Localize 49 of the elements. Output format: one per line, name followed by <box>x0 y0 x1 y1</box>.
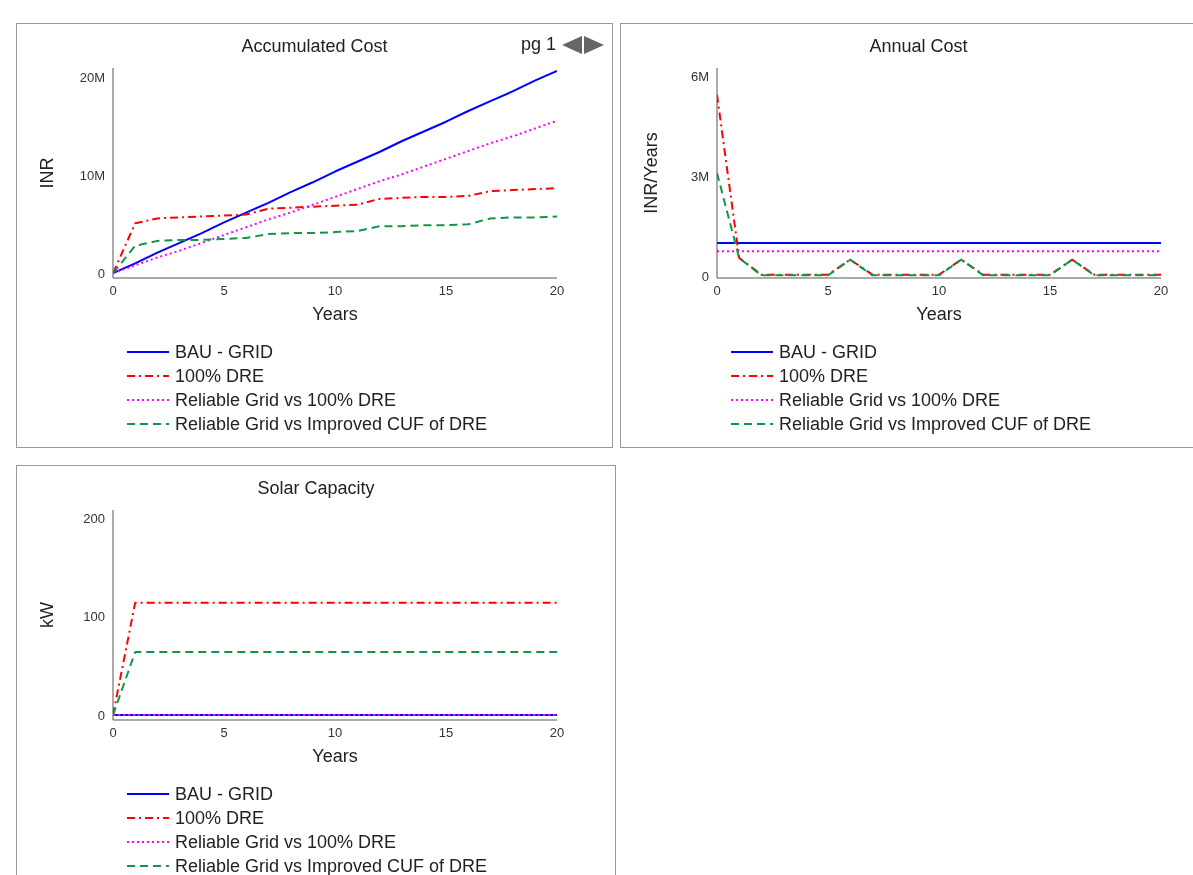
x-tick-label: 0 <box>109 283 117 299</box>
x-tick-label: 20 <box>549 283 565 299</box>
y-axis-title: INR/Years <box>641 132 662 214</box>
x-tick-label: 20 <box>1153 283 1169 299</box>
chart-title: Annual Cost <box>868 36 969 57</box>
x-tick-label: 5 <box>220 283 228 299</box>
y-tick-label: 20M <box>79 70 105 86</box>
x-tick-label: 15 <box>438 283 454 299</box>
y-tick-label: 0 <box>97 265 105 281</box>
x-tick-label: 20 <box>549 725 565 741</box>
legend-label: BAU - GRID <box>779 341 878 363</box>
line-series <box>113 215 557 275</box>
legend-label: Reliable Grid vs 100% DRE <box>175 831 397 853</box>
text: pg 1 <box>520 34 556 55</box>
x-tick-label: 15 <box>438 725 454 741</box>
chart-title: Solar Capacity <box>256 478 376 499</box>
x-tick-label: 10 <box>931 283 947 299</box>
x-axis-title: Years <box>312 746 358 766</box>
x-tick-label: 5 <box>220 725 228 741</box>
y-tick-label: 0 <box>701 268 709 284</box>
legend-label: 100% DRE <box>779 365 869 387</box>
x-tick-label: 15 <box>1042 283 1058 299</box>
x-tick-label: 10 <box>327 283 343 299</box>
x-tick-label: 10 <box>327 725 343 741</box>
x-tick-label: 5 <box>824 283 832 299</box>
y-tick-label: 0 <box>97 707 105 723</box>
x-axis-title: Years <box>916 304 962 324</box>
legend-label: BAU - GRID <box>175 341 274 363</box>
line-series <box>113 119 557 275</box>
x-tick-label: 0 <box>713 283 721 299</box>
legend-label: Reliable Grid vs 100% DRE <box>779 389 1001 411</box>
y-axis-title: INR <box>37 157 58 189</box>
legend-label: Reliable Grid vs Improved CUF of DRE <box>175 855 488 875</box>
y-tick-label: 3M <box>690 168 709 184</box>
legend-label: 100% DRE <box>175 365 265 387</box>
x-axis-title: Years <box>312 304 358 324</box>
y-axis-title: kW <box>37 602 58 628</box>
y-tick-label: 10M <box>79 168 105 184</box>
legend-label: Reliable Grid vs Improved CUF of DRE <box>175 413 488 435</box>
legend-label: 100% DRE <box>175 807 265 829</box>
y-tick-label: 6M <box>690 68 709 84</box>
y-tick-label: 200 <box>83 510 105 526</box>
y-tick-label: 100 <box>83 609 105 625</box>
legend-label: Reliable Grid vs Improved CUF of DRE <box>779 413 1092 435</box>
line-series <box>113 69 557 275</box>
legend-label: Reliable Grid vs 100% DRE <box>175 389 397 411</box>
x-tick-label: 0 <box>109 725 117 741</box>
chart-title: Accumulated Cost <box>241 36 388 56</box>
legend-label: BAU - GRID <box>175 783 274 805</box>
